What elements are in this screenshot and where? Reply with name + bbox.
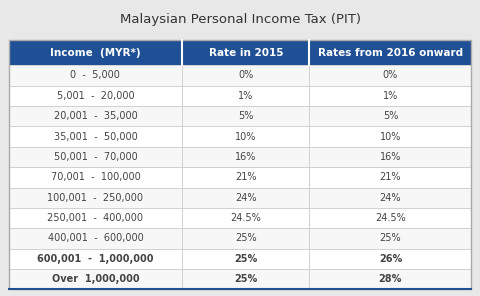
- Text: 25%: 25%: [235, 234, 257, 244]
- FancyBboxPatch shape: [9, 106, 182, 126]
- Text: 1%: 1%: [383, 91, 398, 101]
- FancyBboxPatch shape: [10, 40, 182, 65]
- FancyBboxPatch shape: [9, 126, 182, 147]
- Text: 25%: 25%: [380, 234, 401, 244]
- Text: 26%: 26%: [379, 254, 402, 264]
- Text: Income  (MYR*): Income (MYR*): [50, 48, 141, 57]
- Text: 600,001  -  1,000,000: 600,001 - 1,000,000: [37, 254, 154, 264]
- Text: Over  1,000,000: Over 1,000,000: [51, 274, 139, 284]
- Text: 20,001  -  35,000: 20,001 - 35,000: [54, 111, 137, 121]
- FancyBboxPatch shape: [9, 249, 182, 269]
- FancyBboxPatch shape: [9, 269, 182, 289]
- FancyBboxPatch shape: [182, 167, 310, 187]
- FancyBboxPatch shape: [9, 228, 182, 249]
- Text: 0%: 0%: [383, 70, 398, 80]
- FancyBboxPatch shape: [310, 147, 471, 167]
- Text: 16%: 16%: [235, 152, 256, 162]
- FancyBboxPatch shape: [310, 86, 471, 106]
- Text: 24.5%: 24.5%: [375, 213, 406, 223]
- Text: 21%: 21%: [235, 172, 256, 182]
- FancyBboxPatch shape: [182, 249, 310, 269]
- FancyBboxPatch shape: [182, 187, 310, 208]
- Text: 0%: 0%: [238, 70, 253, 80]
- Text: 70,001  -  100,000: 70,001 - 100,000: [50, 172, 140, 182]
- FancyBboxPatch shape: [311, 40, 471, 65]
- Text: 21%: 21%: [380, 172, 401, 182]
- FancyBboxPatch shape: [9, 65, 182, 86]
- FancyBboxPatch shape: [310, 65, 471, 86]
- Text: 5%: 5%: [238, 111, 253, 121]
- Text: 35,001  -  50,000: 35,001 - 50,000: [54, 131, 137, 141]
- Text: 25%: 25%: [234, 254, 257, 264]
- Text: 16%: 16%: [380, 152, 401, 162]
- FancyBboxPatch shape: [182, 147, 310, 167]
- FancyBboxPatch shape: [182, 208, 310, 228]
- Text: Rates from 2016 onward: Rates from 2016 onward: [318, 48, 463, 57]
- Text: Malaysian Personal Income Tax (PIT): Malaysian Personal Income Tax (PIT): [120, 14, 360, 26]
- FancyBboxPatch shape: [310, 126, 471, 147]
- FancyBboxPatch shape: [310, 269, 471, 289]
- Text: 5,001  -  20,000: 5,001 - 20,000: [57, 91, 134, 101]
- Bar: [9, 40, 471, 289]
- FancyBboxPatch shape: [310, 208, 471, 228]
- FancyBboxPatch shape: [310, 228, 471, 249]
- Text: 50,001  -  70,000: 50,001 - 70,000: [54, 152, 137, 162]
- FancyBboxPatch shape: [9, 208, 182, 228]
- FancyBboxPatch shape: [310, 187, 471, 208]
- Text: 100,001  -  250,000: 100,001 - 250,000: [48, 193, 144, 203]
- Text: 28%: 28%: [379, 274, 402, 284]
- Text: 250,001  -  400,000: 250,001 - 400,000: [48, 213, 144, 223]
- Text: 1%: 1%: [238, 91, 253, 101]
- FancyBboxPatch shape: [183, 40, 310, 65]
- Text: 25%: 25%: [234, 274, 257, 284]
- FancyBboxPatch shape: [182, 228, 310, 249]
- FancyBboxPatch shape: [9, 167, 182, 187]
- FancyBboxPatch shape: [9, 86, 182, 106]
- FancyBboxPatch shape: [310, 167, 471, 187]
- FancyBboxPatch shape: [310, 249, 471, 269]
- FancyBboxPatch shape: [182, 269, 310, 289]
- Text: 24.5%: 24.5%: [230, 213, 261, 223]
- FancyBboxPatch shape: [9, 187, 182, 208]
- Text: 0  -  5,000: 0 - 5,000: [71, 70, 120, 80]
- Text: 10%: 10%: [235, 131, 256, 141]
- FancyBboxPatch shape: [182, 86, 310, 106]
- Text: Rate in 2015: Rate in 2015: [208, 48, 283, 57]
- Text: 24%: 24%: [380, 193, 401, 203]
- FancyBboxPatch shape: [182, 65, 310, 86]
- Text: 24%: 24%: [235, 193, 256, 203]
- Text: 5%: 5%: [383, 111, 398, 121]
- FancyBboxPatch shape: [182, 126, 310, 147]
- Text: 400,001  -  600,000: 400,001 - 600,000: [48, 234, 143, 244]
- FancyBboxPatch shape: [310, 106, 471, 126]
- FancyBboxPatch shape: [9, 147, 182, 167]
- Text: 10%: 10%: [380, 131, 401, 141]
- FancyBboxPatch shape: [182, 106, 310, 126]
